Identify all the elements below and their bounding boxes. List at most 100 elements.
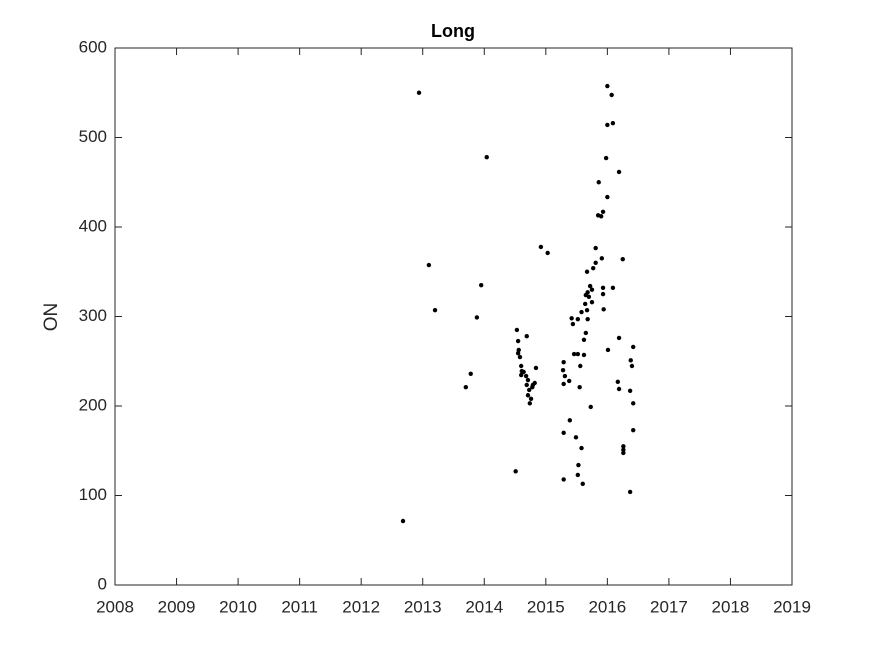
point (621, 450, 626, 456)
x-tick-label: 2014 (465, 597, 503, 616)
point (600, 285, 606, 291)
point (577, 385, 582, 390)
x-tick-label: 2010 (219, 597, 257, 616)
y-tick-label: 0 (98, 574, 107, 593)
point (545, 250, 550, 256)
x-tick-label: 2017 (650, 597, 688, 616)
point (528, 396, 534, 402)
point (573, 435, 579, 440)
point (609, 92, 614, 98)
point (600, 291, 606, 297)
point (524, 333, 529, 339)
point (585, 290, 590, 295)
point (616, 169, 622, 175)
x-tick-label: 2018 (712, 597, 750, 616)
x-tick-label: 2019 (773, 597, 811, 616)
plot-box (114, 47, 793, 586)
point (519, 372, 524, 378)
point (585, 316, 590, 322)
point (513, 469, 518, 474)
point (605, 194, 610, 200)
point (587, 283, 593, 289)
point (561, 381, 566, 387)
y-tick-label: 200 (79, 395, 107, 414)
point (474, 315, 480, 320)
point (583, 301, 588, 307)
point (596, 180, 601, 185)
point (603, 155, 609, 161)
point (560, 368, 566, 373)
point (400, 518, 406, 524)
point (468, 371, 473, 376)
point (519, 363, 524, 369)
point (615, 379, 621, 385)
point (527, 387, 532, 393)
point (571, 351, 577, 357)
point (579, 309, 584, 315)
point (532, 380, 537, 386)
y-tick-label: 100 (79, 485, 107, 504)
point (562, 373, 568, 379)
point (517, 354, 523, 360)
y-tick-label: 600 (79, 37, 107, 56)
point (561, 430, 566, 436)
point (631, 427, 636, 433)
y-tick-label: 500 (79, 127, 107, 146)
point (621, 444, 626, 449)
point (588, 404, 593, 410)
point (525, 377, 531, 383)
point (627, 388, 633, 393)
point (605, 83, 610, 89)
point (523, 373, 529, 379)
point (631, 401, 636, 406)
point (463, 385, 469, 390)
point (580, 481, 585, 487)
point (524, 382, 529, 388)
point (600, 209, 606, 214)
point (605, 122, 610, 128)
point (561, 359, 566, 365)
point (599, 256, 605, 261)
point (629, 363, 635, 369)
point (593, 245, 598, 251)
point (616, 335, 622, 341)
point (569, 316, 574, 321)
point (601, 307, 606, 312)
point (627, 489, 633, 495)
x-tick-label: 2016 (588, 597, 626, 616)
point (426, 262, 432, 268)
point (610, 120, 616, 126)
point (533, 365, 539, 371)
point (484, 154, 489, 160)
x-tick-label: 2015 (527, 597, 565, 616)
x-tick-label: 2011 (281, 597, 318, 616)
point (561, 477, 566, 482)
point (525, 393, 531, 398)
point (579, 445, 584, 451)
point (570, 321, 576, 327)
point (538, 244, 544, 250)
point (515, 338, 521, 344)
point (581, 352, 587, 358)
y-axis-label: ON (41, 303, 62, 332)
point (610, 285, 616, 291)
point (478, 282, 484, 288)
point (514, 327, 520, 333)
point (616, 386, 622, 392)
point (432, 308, 438, 313)
point (631, 344, 636, 350)
point (581, 337, 587, 342)
point (575, 472, 581, 478)
x-tick-label: 2008 (96, 597, 134, 616)
y-tick-label: 300 (79, 306, 107, 325)
point (589, 287, 595, 292)
point (521, 369, 526, 375)
point (584, 269, 590, 274)
x-tick-label: 2013 (404, 597, 442, 616)
point (599, 214, 604, 219)
point (527, 401, 533, 406)
point (589, 299, 595, 305)
point (567, 418, 573, 423)
x-tick-label: 2012 (342, 597, 380, 616)
